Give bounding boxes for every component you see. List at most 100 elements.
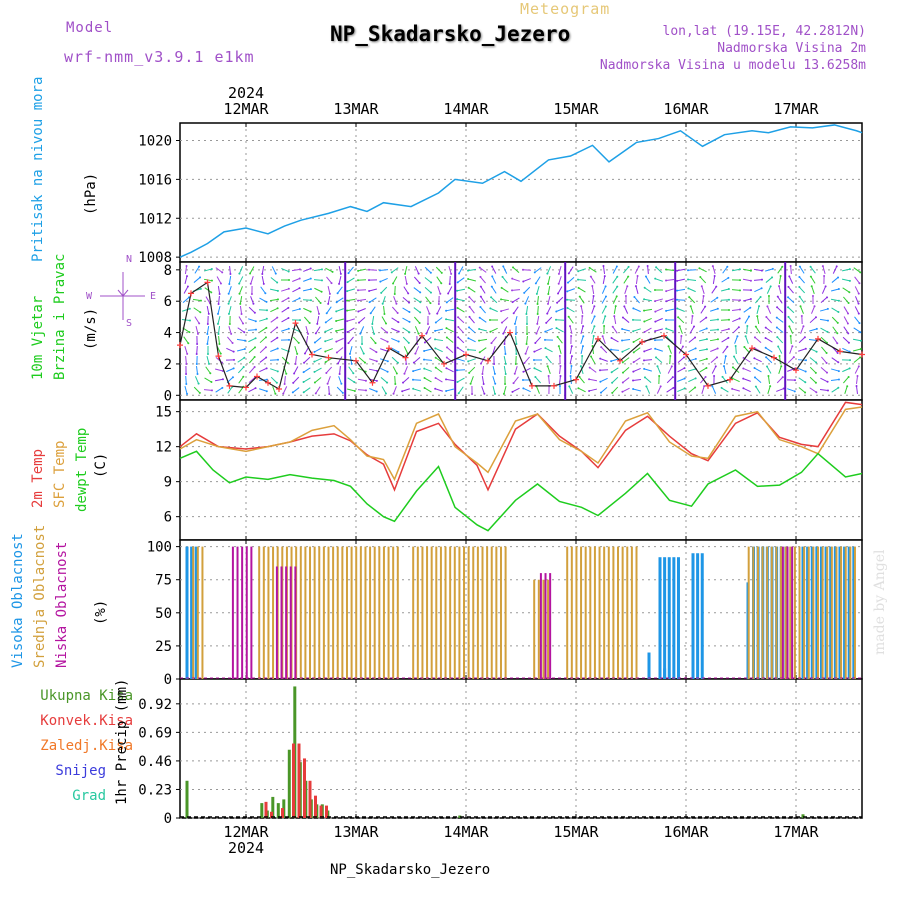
wind-arrow [754,287,762,293]
wind-arrow [820,366,828,374]
wind-arrow [721,337,729,343]
wind-arrowhead [210,291,213,294]
wind-arrow [467,268,477,272]
pressure-title: Pritisak na nivou mora [30,77,46,262]
wind-arrow [435,266,443,274]
mid-cloud-bar [817,546,819,679]
wind-arrowhead [744,335,747,338]
wind-arrow [346,298,356,302]
wind-arrowhead [287,270,290,273]
wind-arrow [479,317,487,323]
wind-arrow [480,306,486,314]
wind-arrow [381,386,387,394]
wind-speed-marker [215,353,222,360]
mid-cloud-bar [635,546,638,679]
wind-arrowhead [307,332,310,335]
wind-arrowhead [364,361,367,364]
wind-arrow [688,347,696,353]
wind-arrowhead [742,387,745,390]
wind-arrow [250,276,254,284]
wind-arrowhead [837,311,840,314]
wind-arrowhead [726,265,729,268]
wind-arrowhead [265,309,268,312]
wind-arrow [215,387,223,393]
wind-arrow [449,275,451,285]
wind-arrowhead [347,272,350,275]
wind-arrowhead [397,321,400,324]
mid-cloud-bar [547,579,550,679]
wind-speed-marker [309,351,315,358]
wind-arrowhead [727,287,730,290]
wind-arrow [677,356,685,364]
wind-arrow [293,366,299,374]
wind-arrowhead [467,337,470,340]
wind-arrow [720,328,730,332]
wind-arrowhead [417,272,420,275]
wind-arrow [810,266,816,274]
wind-arrowhead [445,356,448,359]
wind-arrow [788,276,794,284]
wind-arrowhead [423,341,426,344]
wind-arrow [206,356,210,364]
wind-arrow [391,267,399,273]
wind-arrowhead [671,376,674,379]
wind-arrowhead [513,372,516,375]
wind-arrowhead [358,321,361,324]
wind-arrow [699,328,707,332]
wind-arrowhead [275,381,278,384]
wind-arrow [325,366,333,374]
wind-arrow [369,358,377,362]
wind-arrowhead [826,296,829,299]
wind-arrow [589,267,597,273]
wind-arrow [602,336,606,344]
wind-arrow [402,297,410,303]
wind-arrow [349,346,353,354]
wind-arrow [600,386,608,394]
wind-arrow [854,286,860,294]
wind-speed-marker [276,386,282,393]
mid-cloud-bar [318,546,321,679]
wind-arrowhead [859,356,862,359]
wind-arrow [327,295,331,305]
mid-cloud-bar [826,546,829,679]
wind-arrowhead [243,331,246,334]
wind-arrow [193,277,201,283]
wind-arrowhead [733,355,736,358]
wind-arrow [731,299,741,301]
wind-arrowhead [645,385,648,388]
wind-arrow [446,327,454,333]
wind-arrowhead [274,392,277,395]
wind-arrowhead [857,312,860,315]
wind-arrowhead [778,285,781,288]
wind-arrowhead [362,352,365,355]
wind-arrowhead [437,302,440,305]
compass-n: N [126,254,132,265]
wind-arrowhead [302,381,305,384]
wind-speed-marker [485,357,491,364]
pressure-ytick-label: 1016 [138,172,172,188]
wind-arrow [502,276,508,284]
wind-arrow [468,326,476,334]
precip-ytick-label: 0.23 [138,782,172,798]
wind-arrowhead [588,366,591,369]
cloud-unit: (%) [93,600,109,625]
pressure-frame [179,122,863,263]
wind-arrowhead [253,356,256,359]
wind-speed-marker [793,367,799,374]
wind-arrow [666,387,674,393]
wind-arrow [612,276,618,284]
wind-arrowhead [287,327,290,330]
total-precip-bar [276,803,280,818]
wind-arrowhead [753,367,756,370]
wind-arrow [239,286,243,294]
wind-arrow [413,368,421,372]
wind-arrow [754,367,762,373]
convective-precip-bar [303,758,306,818]
wind-arrowhead [469,382,472,385]
wind-arrow [809,357,817,363]
mid-cloud-bar [803,546,806,679]
wind-arrowhead [676,269,679,272]
wind-arrow [581,315,583,325]
low-cloud-bar [280,566,283,679]
wind-arrow [414,346,420,354]
